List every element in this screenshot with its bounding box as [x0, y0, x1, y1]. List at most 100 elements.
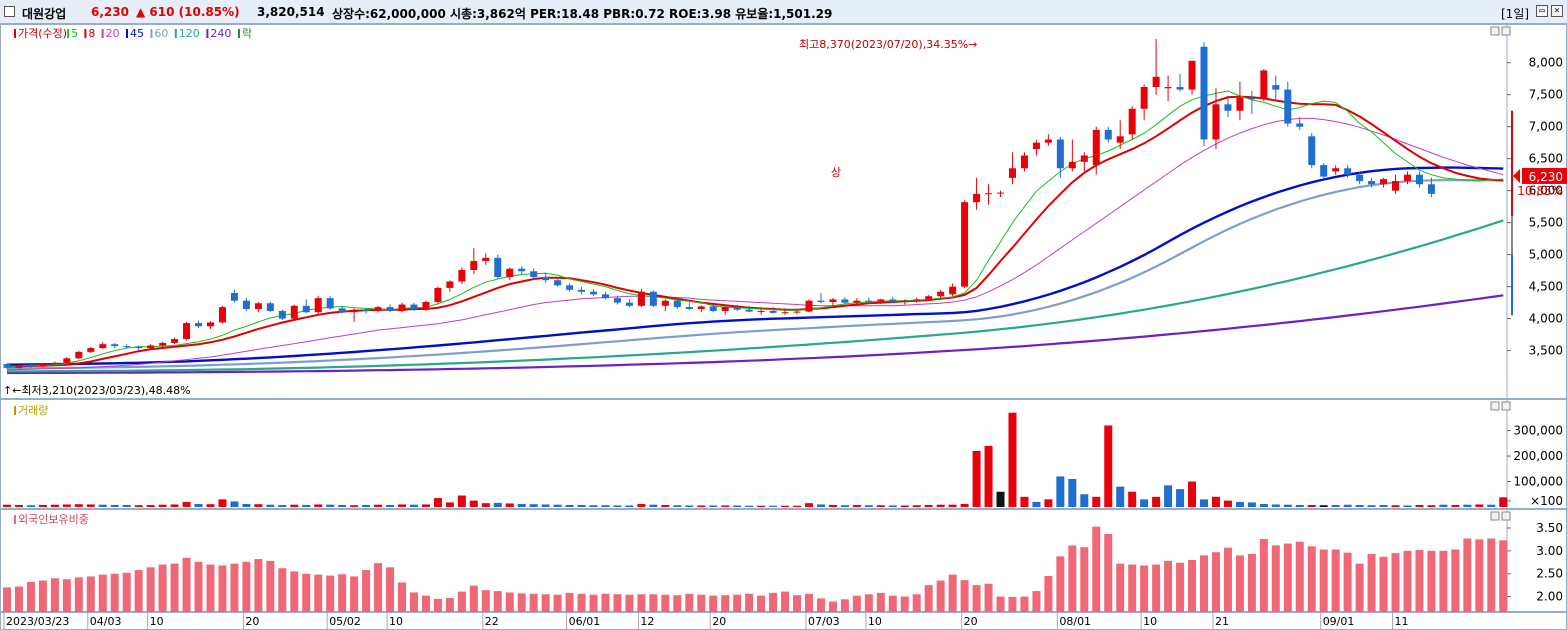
- candle-body: [733, 307, 741, 310]
- volume-bar: [1176, 489, 1185, 507]
- volume-tick-label: 100,000: [1513, 475, 1563, 489]
- stock-chart: 3,500 4,000 4,500 5,000 5,500 6,000 6,500 7,000…: [0, 24, 1567, 630]
- maximize-icon[interactable]: ▭: [1536, 5, 1548, 17]
- volume-bar: [1331, 504, 1340, 507]
- volume-bar: [1164, 485, 1173, 507]
- candle-body: [123, 346, 131, 348]
- foreign-bar: [1427, 550, 1436, 612]
- legend-item: 45: [130, 27, 144, 40]
- candle-body: [1188, 60, 1196, 90]
- volume-bar: [421, 504, 430, 507]
- price-tick-label: 7,000: [1529, 120, 1563, 134]
- candle-body: [1403, 174, 1411, 182]
- volume-bar: [852, 504, 861, 507]
- volume-bar: [804, 503, 813, 507]
- x-tick-label: 21: [1215, 615, 1229, 628]
- foreign-bar: [50, 578, 59, 612]
- legend-marker: [14, 29, 16, 38]
- foreign-bar: [398, 582, 407, 612]
- candle-body: [314, 298, 322, 313]
- candle-body: [721, 307, 729, 311]
- foreign-bar: [996, 596, 1005, 612]
- volume-bar: [637, 503, 646, 507]
- volume-bar: [1044, 499, 1053, 507]
- volume-bar: [1283, 504, 1292, 507]
- foreign-bar: [1331, 549, 1340, 612]
- candle-body: [51, 362, 59, 365]
- foreign-bar: [1164, 560, 1173, 612]
- volume-bar: [1499, 497, 1508, 507]
- candle-body: [542, 277, 550, 281]
- x-tick-label: 2023/03/23: [6, 615, 69, 628]
- candle-body: [350, 309, 358, 313]
- foreign-bar: [266, 560, 275, 612]
- price-tick-label: 5,500: [1529, 216, 1563, 230]
- volume-bar: [673, 505, 682, 507]
- foreign-bar: [254, 559, 263, 612]
- volume-bar: [1307, 504, 1316, 507]
- price-pane-close-icon[interactable]: [1501, 26, 1511, 36]
- volume-bar: [266, 504, 275, 507]
- volume-bar: [362, 504, 371, 507]
- foreign-bar: [553, 594, 562, 612]
- candle-body: [949, 286, 957, 295]
- foreign-bar: [589, 594, 598, 612]
- volume-bar: [1032, 501, 1041, 507]
- volume-bar: [1020, 496, 1029, 507]
- foreign-bar: [445, 597, 454, 612]
- foreign-bar: [1116, 563, 1125, 612]
- candle-body: [602, 294, 609, 299]
- ma120-line: [6, 219, 1504, 373]
- volume-bar: [481, 503, 490, 507]
- legend-marker: [101, 29, 104, 38]
- foreign-tick-label: 3.50: [1536, 521, 1563, 535]
- candle-body: [1296, 123, 1304, 127]
- period-selector[interactable]: [1일]: [1501, 7, 1530, 21]
- volume-bar: [936, 504, 945, 507]
- volume-bar: [960, 503, 969, 507]
- candle-body: [901, 300, 909, 302]
- volume-pane-close-icon[interactable]: [1501, 401, 1511, 411]
- candle-body: [326, 298, 334, 309]
- volume-bar: [98, 504, 107, 507]
- candle-body: [1068, 161, 1076, 169]
- stock-checkbox[interactable]: [4, 6, 15, 17]
- volume-bar: [972, 450, 981, 507]
- x-tick-label: 05/02: [329, 615, 361, 628]
- volume-bar: [1188, 481, 1197, 507]
- close-icon[interactable]: ×: [1551, 5, 1563, 17]
- volume-bar: [134, 505, 143, 507]
- candle-body: [1260, 70, 1268, 100]
- legend-marker: [238, 29, 240, 38]
- foreign-bar: [1032, 591, 1041, 612]
- foreign-bar: [1367, 554, 1376, 612]
- candle-body: [769, 310, 777, 313]
- last-price-badge: [1522, 167, 1567, 184]
- volume-pane-max-icon[interactable]: [1490, 401, 1500, 411]
- stock-name[interactable]: 대원강업: [22, 7, 67, 21]
- candle-body: [422, 301, 430, 310]
- candle-body: [937, 291, 945, 297]
- candle-body: [446, 281, 454, 288]
- candle-body: [3, 364, 11, 368]
- candle-body: [147, 345, 155, 349]
- candle-body: [63, 358, 71, 363]
- candle-body: [697, 306, 705, 310]
- price-pane-max-icon[interactable]: [1490, 26, 1500, 36]
- candle-body: [195, 323, 203, 327]
- foreign-bar: [517, 593, 526, 612]
- volume-bar: [577, 504, 586, 507]
- foreign-bar: [984, 583, 993, 612]
- candle-body: [111, 344, 119, 347]
- foreign-bar: [828, 601, 837, 612]
- foreign-pane-close-icon[interactable]: [1501, 511, 1511, 521]
- foreign-pane-max-icon[interactable]: [1490, 511, 1500, 521]
- foreign-bar: [733, 594, 742, 612]
- current-price: 6,230: [91, 5, 129, 19]
- foreign-bar: [1283, 543, 1292, 612]
- volume-bar: [38, 504, 47, 507]
- volume-bar: [1319, 505, 1328, 507]
- volume-bar: [1235, 501, 1244, 507]
- volume-bar: [86, 504, 95, 507]
- candle-body: [1092, 129, 1100, 166]
